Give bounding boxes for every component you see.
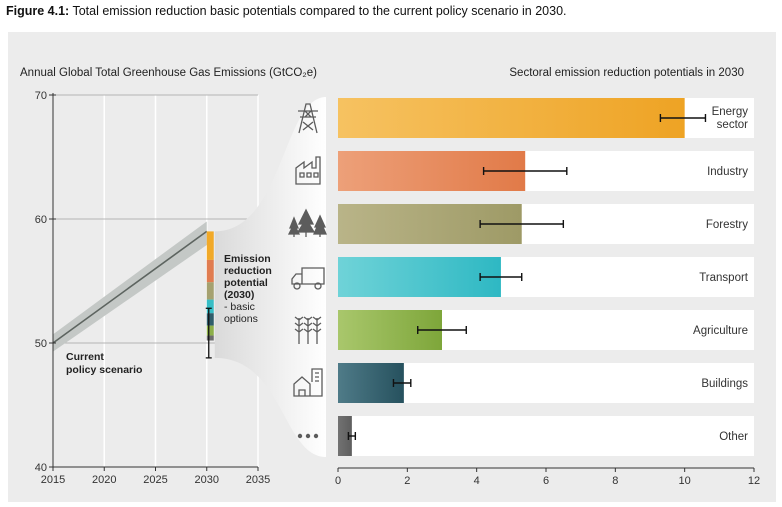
truck-icon [291,267,325,290]
current-policy-line [52,230,208,344]
reduction-segment-forestry [206,282,214,300]
bar-x-tick-label: 12 [748,475,760,487]
funnel-connector [214,97,326,457]
chart-panel: Annual Global Total Greenhouse Gas Emiss… [8,32,776,502]
category-label: Agriculture [693,325,748,337]
reduction-segment-buildings [206,325,214,336]
reduction-segment-other [206,335,214,341]
wheat-icon [294,316,322,344]
y-tick-label: 40 [35,462,47,474]
power-pylon-icon [298,103,318,134]
y-tick-label: 50 [35,338,47,350]
bar-x-tick-label: 6 [543,475,549,487]
figure-title: Figure 4.1: Total emission reduction bas… [6,4,567,18]
bar-energy-sector [338,98,685,138]
bar-x-tick-label: 10 [679,475,691,487]
figure-number: Figure 4.1: [6,4,70,18]
category-label: Forestry [706,219,748,231]
bar-x-tick-label: 4 [474,475,480,487]
x-tick-label: 2015 [41,474,65,486]
category-label: Buildings [701,378,748,390]
y-tick-label: 70 [35,90,47,102]
x-tick-label: 2020 [92,474,116,486]
reduction-potential-label: Emission reduction potential (2030) - basic o… [224,253,272,325]
category-label: Energy sector [712,106,749,131]
bar-x-tick-label: 0 [335,475,341,487]
category-label: Transport [699,272,749,284]
x-tick-label: 2025 [143,474,167,486]
bar-track-other [338,416,754,456]
factory-icon [295,156,321,185]
y-tick-label: 60 [35,214,47,226]
reduction-segment-agriculture [206,313,214,326]
x-tick-label: 2035 [246,474,270,486]
bar-x-tick-label: 2 [404,475,410,487]
category-label: Other [719,431,748,443]
house-icon [293,368,323,397]
category-label: Industry [707,166,748,178]
bar-chart-title: Sectoral emission reduction potentials i… [509,67,744,79]
ellipsis-icon [297,433,319,439]
bar-x-tick-label: 8 [612,475,618,487]
line-chart-title: Annual Global Total Greenhouse Gas Emiss… [20,67,317,79]
reduction-segment-industry [206,259,214,283]
bar-other [338,416,352,456]
trees-icon [287,208,327,237]
chart-canvas: Annual Global Total Greenhouse Gas Emiss… [20,67,760,487]
current-policy-label: Current policy scenario [66,351,142,376]
reduction-segment-energy-sector [206,231,214,260]
x-tick-label: 2030 [195,474,219,486]
bar-transport [338,257,501,297]
reduction-segment-transport [206,299,214,314]
figure-caption: Total emission reduction basic potential… [72,4,567,18]
